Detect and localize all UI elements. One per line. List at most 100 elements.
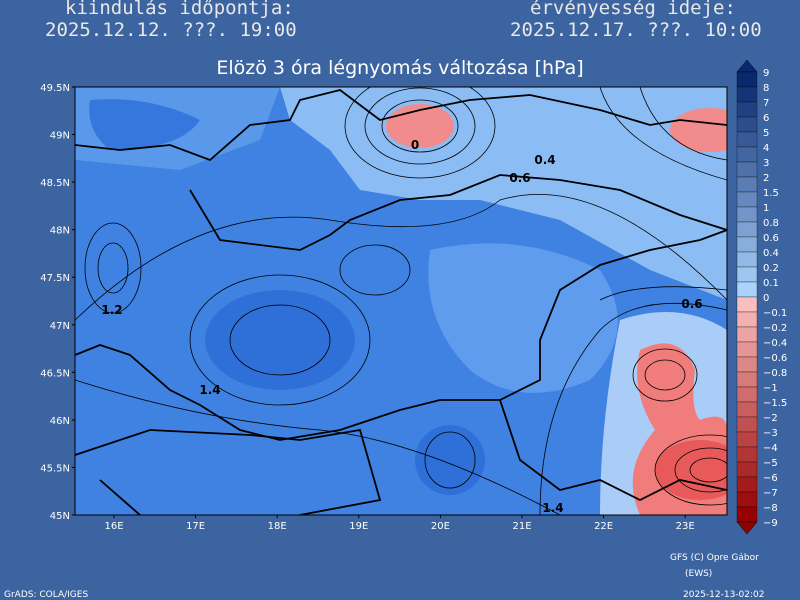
colorbar-swatch: [736, 461, 758, 478]
colorbar-swatch: [736, 161, 758, 178]
valid-time: 2025.12.17. ???. 10:00: [510, 19, 762, 41]
valid-label: érvényesség ideje:: [530, 0, 736, 19]
colorbar-swatch: [736, 206, 758, 223]
colorbar-label: 2: [763, 173, 769, 184]
colorbar-label: −7: [763, 488, 778, 499]
colorbar-label: 3: [763, 158, 769, 169]
colorbar-label: −5: [763, 458, 778, 469]
contour-label: 1.4: [542, 501, 563, 515]
lat-label: 48.5N: [40, 178, 70, 189]
colorbar-swatch: [736, 191, 758, 208]
lat-label: 49.5N: [40, 83, 70, 94]
lat-label: 45.5N: [40, 463, 70, 474]
colorbar-swatch: [736, 431, 758, 448]
timestamp: 2025-12-13-02:02: [683, 590, 765, 600]
colorbar-swatch: [736, 251, 758, 268]
credit-sub: (EWS): [685, 569, 712, 579]
colorbar-swatch: [736, 116, 758, 133]
colorbar-swatch: [736, 356, 758, 373]
colorbar-label: −0.1: [763, 308, 787, 319]
colorbar-swatch: [736, 266, 758, 283]
isobars: [75, 87, 727, 515]
colorbar-label: −0.6: [763, 353, 787, 364]
map-title: Elözö 3 óra légnyomás változása [hPa]: [216, 57, 583, 79]
colorbar-label: 0.2: [763, 263, 779, 274]
contour-label: 1.2: [101, 303, 122, 317]
colorbar-label: 7: [763, 98, 769, 109]
colorbar-swatch: [736, 221, 758, 238]
software: GrADS: COLA/IGES: [4, 590, 88, 600]
colorbar-label: 1: [763, 203, 769, 214]
colorbar-swatch: [736, 86, 758, 103]
colorbar-swatch: [736, 281, 758, 298]
colorbar-label: −1.5: [763, 398, 787, 409]
lat-label: 47N: [50, 321, 70, 332]
colorbar-label: 8: [763, 83, 769, 94]
lon-label: 20E: [431, 521, 450, 532]
colorbar-label: 4: [763, 143, 769, 154]
contour-label: 0.4: [534, 153, 555, 167]
colorbar-swatch: [736, 71, 758, 88]
colorbar-cap: [736, 59, 758, 73]
colorbar-label: 6: [763, 113, 769, 124]
colorbar-label: −0.8: [763, 368, 787, 379]
map-field: [75, 87, 727, 515]
lon-label: 22E: [594, 521, 613, 532]
lat-label: 49N: [50, 131, 70, 142]
colorbar-label: 0.8: [763, 218, 779, 229]
init-label: kiindulás időpontja:: [65, 0, 294, 19]
colorbar-label: 9: [763, 68, 769, 79]
colorbar-swatch: [736, 146, 758, 163]
colorbar-swatch: [736, 176, 758, 193]
colorbar-swatch: [736, 131, 758, 148]
lat-label: 47.5N: [40, 273, 70, 284]
colorbar-label: 5: [763, 128, 769, 139]
contour-label: 0.6: [681, 297, 702, 311]
colorbar-label: −3: [763, 428, 778, 439]
lon-label: 19E: [349, 521, 368, 532]
lat-label: 45N: [50, 511, 70, 522]
colorbar-swatch: [736, 341, 758, 358]
lon-label: 21E: [512, 521, 531, 532]
colorbar-label: 0.1: [763, 278, 779, 289]
colorbar-label: −1: [763, 383, 778, 394]
colorbar-swatch: [736, 491, 758, 508]
colorbar-swatch: [736, 506, 758, 523]
lat-label: 46N: [50, 416, 70, 427]
contour-label: 0.6: [509, 171, 530, 185]
borders: [75, 89, 727, 515]
lon-label: 17E: [186, 521, 205, 532]
init-time: 2025.12.12. ???. 19:00: [45, 19, 297, 41]
contour-label: 1.4: [199, 383, 220, 397]
colorbar-swatch: [736, 311, 758, 328]
colorbar-swatch: [736, 101, 758, 118]
colorbar-label: 0.6: [763, 233, 779, 244]
colorbar-label: −0.4: [763, 338, 787, 349]
colorbar-swatch: [736, 236, 758, 253]
colorbar-swatch: [736, 401, 758, 418]
colorbar-cap: [736, 521, 758, 535]
colorbar-swatch: [736, 446, 758, 463]
colorbar-label: 0: [763, 293, 769, 304]
colorbar-swatch: [736, 416, 758, 433]
colorbar-label: −2: [763, 413, 778, 424]
colorbar-swatch: [736, 371, 758, 388]
colorbar-swatch: [736, 386, 758, 403]
contour-label: 0: [411, 138, 419, 152]
lat-label: 48N: [50, 226, 70, 237]
lon-label: 18E: [268, 521, 287, 532]
colorbar-swatch: [736, 326, 758, 343]
colorbar-label: −0.2: [763, 323, 787, 334]
colorbar-label: −4: [763, 443, 778, 454]
colorbar-label: 0.4: [763, 248, 779, 259]
credit: GFS (C) Opre Gábor: [670, 553, 759, 563]
lon-label: 23E: [676, 521, 695, 532]
lon-label: 16E: [104, 521, 123, 532]
lat-label: 46.5N: [40, 368, 70, 379]
colorbar-label: −8: [763, 503, 778, 514]
colorbar-label: 1.5: [763, 188, 779, 199]
colorbar-label: −9: [763, 518, 778, 529]
colorbar-swatch: [736, 296, 758, 313]
colorbar-label: −6: [763, 473, 778, 484]
map-frame: [74, 86, 728, 516]
